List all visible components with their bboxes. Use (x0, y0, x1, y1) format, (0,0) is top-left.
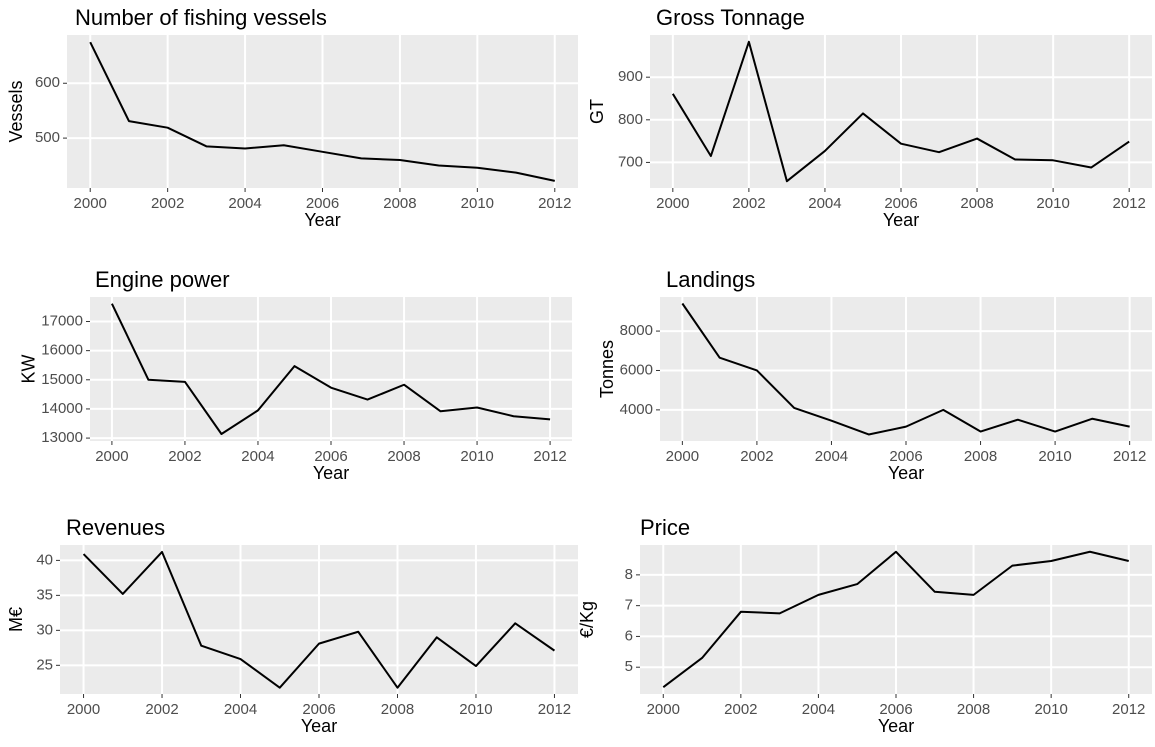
x-tick-label: 2002 (145, 701, 178, 718)
x-tick-label: 2000 (666, 448, 699, 465)
x-axis-title: Year (304, 210, 340, 230)
chart-title: Revenues (66, 515, 165, 540)
x-tick-label: 2008 (387, 448, 420, 465)
x-tick-label: 2010 (461, 195, 494, 212)
y-tick-label: 40 (36, 551, 53, 568)
x-tick-label: 2004 (224, 701, 257, 718)
y-tick-label: 700 (618, 153, 643, 170)
line (111, 303, 551, 436)
y-tick-label: 5 (625, 658, 633, 675)
x-tick-label: 2004 (241, 448, 274, 465)
x-tick-label: 2008 (964, 448, 997, 465)
y-tick-label: 900 (618, 68, 643, 85)
line (681, 302, 1130, 436)
y-axis-title: M€ (6, 607, 26, 632)
x-tick-label: 2000 (656, 195, 689, 212)
x-tick-label: 2012 (1112, 701, 1145, 718)
x-tick-label: 2010 (1038, 448, 1071, 465)
x-tick-label: 2008 (381, 701, 414, 718)
y-tick-label: 35 (36, 586, 53, 603)
line (89, 41, 555, 182)
x-tick-label: 2012 (533, 448, 566, 465)
y-tick-label: 30 (36, 621, 53, 638)
x-tick-label: 2002 (732, 195, 765, 212)
y-tick-label: 8000 (620, 322, 653, 339)
x-tick-label: 2010 (459, 701, 492, 718)
x-tick-label: 2008 (383, 195, 416, 212)
x-axis-title: Year (878, 716, 914, 736)
y-tick-label: 4000 (620, 401, 653, 418)
chart-title: Number of fishing vessels (75, 5, 327, 30)
y-tick-label: 500 (35, 129, 60, 146)
y-tick-label: 17000 (41, 312, 83, 329)
x-tick-label: 2006 (879, 701, 912, 718)
x-tick-label: 2002 (724, 701, 757, 718)
chart-title: Engine power (95, 267, 230, 292)
line (671, 40, 1130, 183)
x-tick-label: 2006 (884, 195, 917, 212)
chart-title: Landings (666, 267, 755, 292)
x-tick-label: 2006 (302, 701, 335, 718)
y-tick-label: 25 (36, 656, 53, 673)
x-tick-label: 2008 (957, 701, 990, 718)
y-tick-label: 8 (625, 566, 633, 583)
x-tick-label: 2010 (1036, 195, 1069, 212)
x-axis-title: Year (888, 463, 924, 483)
x-tick-label: 2010 (1034, 701, 1067, 718)
x-tick-label: 2004 (808, 195, 841, 212)
line (82, 550, 556, 689)
x-tick-label: 2012 (1112, 195, 1145, 212)
y-tick-label: 15000 (41, 371, 83, 388)
x-axis-title: Year (883, 210, 919, 230)
x-tick-label: 2012 (538, 195, 571, 212)
x-axis-title: Year (313, 463, 349, 483)
chart-title: Price (640, 515, 690, 540)
x-tick-label: 2000 (95, 448, 128, 465)
y-axis-title: Tonnes (597, 340, 617, 398)
x-tick-label: 2000 (74, 195, 107, 212)
x-tick-label: 2004 (228, 195, 261, 212)
y-tick-label: 6000 (620, 361, 653, 378)
x-axis-title: Year (301, 716, 337, 736)
y-axis-title: €/Kg (577, 601, 597, 638)
y-tick-label: 600 (35, 74, 60, 91)
x-tick-label: 2000 (67, 701, 100, 718)
y-tick-label: 800 (618, 111, 643, 128)
y-tick-label: 13000 (41, 429, 83, 446)
x-tick-label: 2006 (889, 448, 922, 465)
y-axis-title: Vessels (6, 80, 26, 142)
x-tick-label: 2006 (314, 448, 347, 465)
x-tick-label: 2002 (168, 448, 201, 465)
x-tick-label: 2006 (306, 195, 339, 212)
x-tick-label: 2002 (151, 195, 184, 212)
x-tick-label: 2004 (815, 448, 848, 465)
x-tick-label: 2002 (740, 448, 773, 465)
x-tick-label: 2012 (538, 701, 571, 718)
chart-title: Gross Tonnage (656, 5, 805, 30)
x-tick-label: 2010 (460, 448, 493, 465)
x-tick-label: 2008 (960, 195, 993, 212)
y-tick-label: 14000 (41, 400, 83, 417)
line (662, 550, 1129, 689)
y-tick-label: 7 (625, 597, 633, 614)
x-tick-label: 2004 (802, 701, 835, 718)
y-axis-title: GT (587, 99, 607, 124)
x-tick-label: 2000 (647, 701, 680, 718)
y-tick-label: 6 (625, 627, 633, 644)
y-tick-label: 16000 (41, 342, 83, 359)
y-axis-title: KW (19, 354, 39, 383)
x-tick-label: 2012 (1113, 448, 1146, 465)
